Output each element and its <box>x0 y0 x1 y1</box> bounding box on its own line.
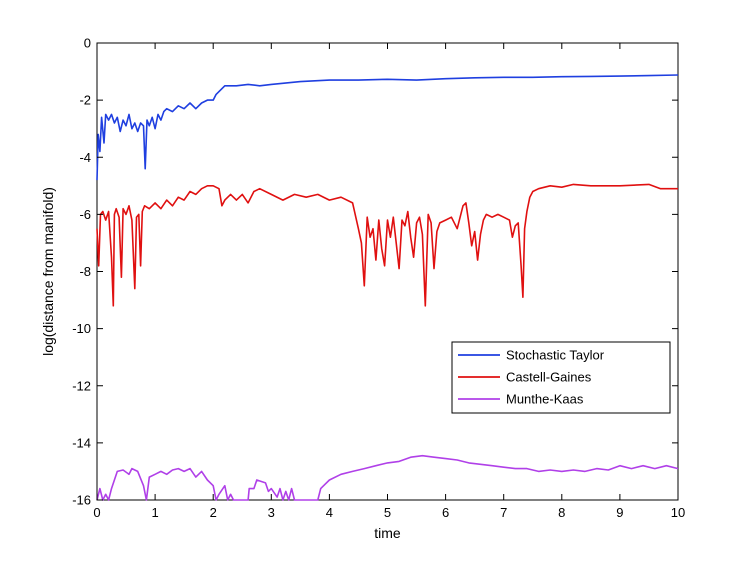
series-layer <box>96 74 679 501</box>
legend-label-1: Stochastic Taylor <box>506 348 605 363</box>
x-tick-label: 0 <box>93 505 100 520</box>
y-tick-label: -4 <box>79 150 91 165</box>
x-tick-label: 8 <box>558 505 565 520</box>
y-tick-label: -6 <box>79 207 91 222</box>
x-tick-label: 6 <box>442 505 449 520</box>
y-tick-label: -2 <box>79 93 91 108</box>
x-tick-label: 2 <box>210 505 217 520</box>
y-tick-label: -12 <box>72 378 91 393</box>
x-tick-label: 4 <box>326 505 333 520</box>
x-axis-label: time <box>374 525 401 541</box>
legend-label-3: Munthe-Kaas <box>506 392 584 407</box>
series-line-3 <box>96 454 679 501</box>
y-tick-label: -10 <box>72 321 91 336</box>
plot-area <box>96 42 679 501</box>
x-tick-label: 1 <box>151 505 158 520</box>
y-tick-label: -8 <box>79 264 91 279</box>
legend: Stochastic Taylor Castell-Gaines Munthe-Ka… <box>451 341 671 414</box>
x-tick-label: 10 <box>671 505 685 520</box>
x-tick-label: 5 <box>384 505 391 520</box>
x-tick-label: 7 <box>500 505 507 520</box>
y-tick-label: 0 <box>84 36 91 51</box>
series-line-2 <box>96 183 678 307</box>
series-line-1 <box>96 74 679 181</box>
ticks-layer: 0 1 2 3 4 5 6 7 8 9 10 0 -2 -4 -6 -8 -10 -12 -14 -16 <box>72 36 685 521</box>
y-axis-label: log(distance from manifold) <box>40 187 56 356</box>
x-tick-label: 9 <box>616 505 623 520</box>
y-tick-label: -14 <box>72 435 91 450</box>
x-tick-label: 3 <box>268 505 275 520</box>
y-tick-label: -16 <box>72 493 91 508</box>
legend-label-2: Castell-Gaines <box>506 370 592 385</box>
